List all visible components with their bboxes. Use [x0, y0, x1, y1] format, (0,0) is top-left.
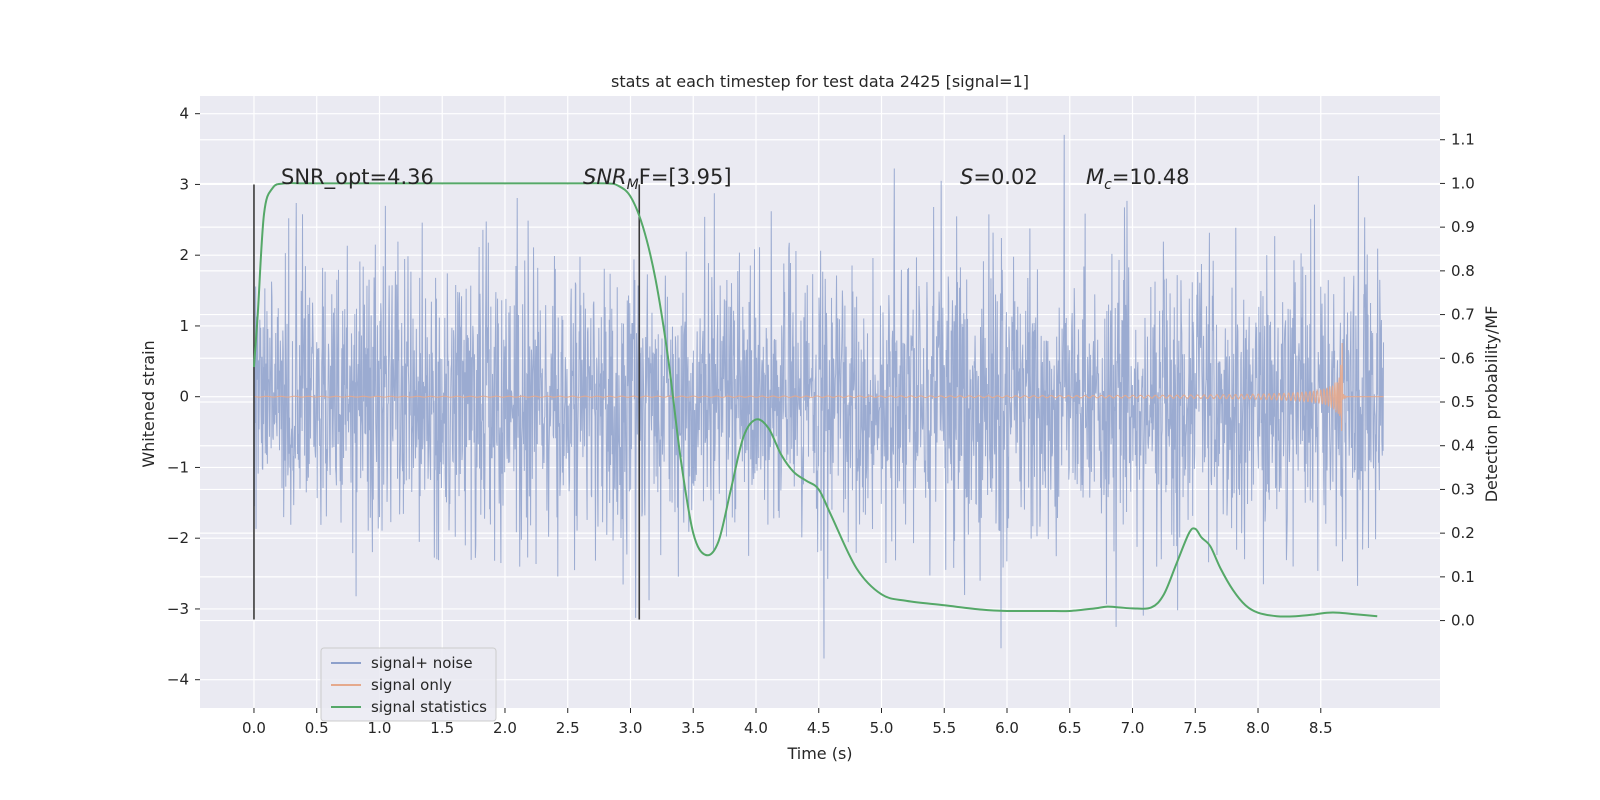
y2-axis-label: Detection probability/MF [1482, 306, 1501, 503]
annotation-s-main: S [960, 165, 973, 189]
y-tick-label: −3 [167, 600, 189, 618]
annotation-mc-rest: =10.48 [1112, 165, 1190, 189]
y2-tick-label: 1.0 [1451, 174, 1475, 192]
legend-label-signal-noise: signal+ noise [371, 654, 473, 672]
x-tick-label: 1.5 [430, 719, 454, 737]
x-tick-label: 3.5 [681, 719, 705, 737]
x-tick-label: 1.0 [368, 719, 392, 737]
x-tick-label: 3.0 [619, 719, 643, 737]
annotation-mc: Mc=10.48 [1086, 165, 1190, 193]
x-tick-label: 2.5 [556, 719, 580, 737]
y2-tick-label: 0.5 [1451, 393, 1475, 411]
y2-tick-label: 0.8 [1451, 262, 1475, 280]
annotation-snr-mf-sub: M [627, 177, 639, 193]
annotation-snr-mf-rest: F=[3.95] [639, 165, 732, 189]
y2-tick-label: 0.6 [1451, 349, 1475, 367]
y-tick-label: 2 [179, 246, 189, 264]
x-tick-label: 7.5 [1183, 719, 1207, 737]
x-tick-label: 2.0 [493, 719, 517, 737]
x-tick-label: 8.0 [1246, 719, 1270, 737]
y2-tick-label: 0.4 [1451, 437, 1475, 455]
y-tick-label: 1 [179, 317, 189, 335]
y2-axis-ticks: 1.1 1.0 0.9 0.8 0.7 0.6 0.5 0.4 0.3 0.2 0.1 0.0 [1440, 131, 1475, 630]
signal-statistics-series [252, 182, 1378, 618]
y-tick-label: −2 [167, 529, 189, 547]
x-tick-label: 5.0 [870, 719, 894, 737]
y2-tick-label: 0.2 [1451, 524, 1475, 542]
x-tick-label: 4.5 [807, 719, 831, 737]
marker-lines [253, 184, 641, 620]
legend-label-signal-statistics: signal statistics [371, 698, 487, 716]
x-tick-label: 8.5 [1309, 719, 1333, 737]
y2-tick-label: 1.1 [1451, 131, 1475, 149]
x-tick-label: 5.5 [932, 719, 956, 737]
y-tick-label: −4 [167, 671, 189, 689]
annotation-s: S=0.02 [960, 165, 1038, 189]
signal-only-series [253, 342, 1384, 431]
y-tick-label: −1 [167, 458, 189, 476]
annotation-snr-mf: SNRMF=[3.95] [583, 165, 732, 193]
legend-label-signal-only: signal only [371, 676, 452, 694]
y-axis-label: Whitened strain [139, 340, 158, 467]
y-tick-label: 3 [179, 175, 189, 193]
annotation-s-rest: =0.02 [973, 165, 1037, 189]
y2-tick-label: 0.9 [1451, 218, 1475, 236]
annotation-mc-sub: c [1104, 177, 1112, 193]
x-tick-label: 7.0 [1121, 719, 1145, 737]
x-tick-label: 0.5 [305, 719, 329, 737]
legend-box [320, 647, 497, 722]
signal-statistics-line [252, 182, 1378, 618]
x-axis-ticks: 0.0 0.5 1.0 1.5 2.0 2.5 3.0 3.5 4.0 4.5 5.0 5.5 6.0 6… [242, 708, 1333, 737]
signal-noise-line [253, 134, 1385, 659]
y2-tick-label: 0.3 [1451, 480, 1475, 498]
y2-tick-label: 0.0 [1451, 612, 1475, 630]
annotation-snr-mf-main: SNR [583, 165, 627, 189]
x-axis-label: Time (s) [786, 744, 852, 763]
x-tick-label: 6.0 [995, 719, 1019, 737]
y-tick-label: 4 [179, 105, 189, 123]
x-tick-label: 4.0 [744, 719, 768, 737]
y2-tick-label: 0.7 [1451, 306, 1475, 324]
legend: signal+ noise signal only signal statist… [320, 647, 497, 722]
y-tick-label: 0 [179, 388, 189, 406]
x-tick-label: 0.0 [242, 719, 266, 737]
chart-title: stats at each timestep for test data 242… [611, 72, 1029, 91]
signal-only-line [253, 342, 1384, 431]
annotation-mc-main: M [1086, 165, 1104, 189]
x-tick-label: 6.5 [1058, 719, 1082, 737]
y2-tick-label: 0.1 [1451, 568, 1475, 586]
y-axis-ticks: 4 3 2 1 0 −1 −2 −3 −4 [167, 105, 200, 689]
annotation-snr-opt: SNR_opt=4.36 [281, 165, 434, 190]
signal-noise-series [253, 134, 1385, 659]
